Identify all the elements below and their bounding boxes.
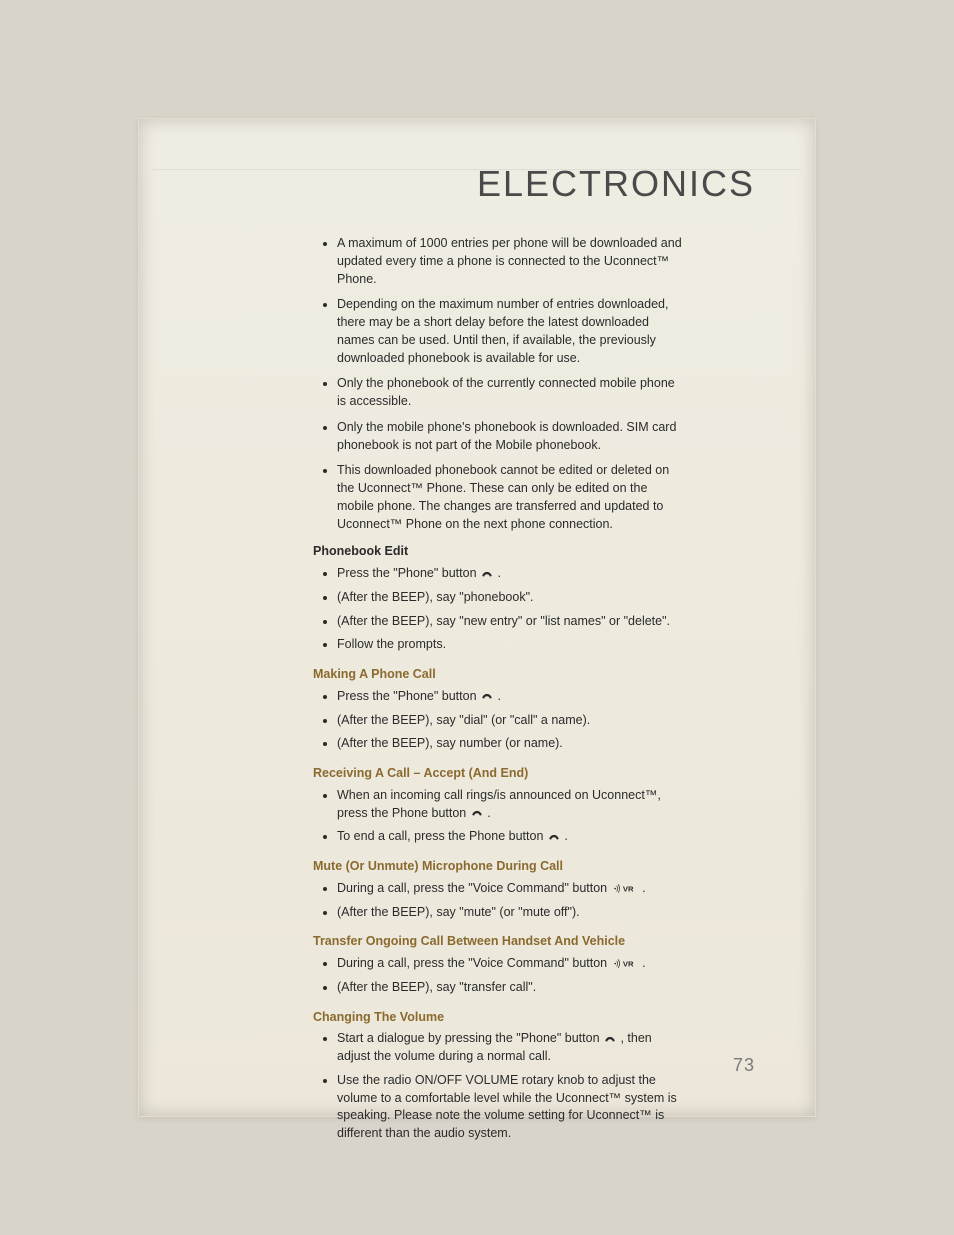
text-pre: Press the "Phone" button — [337, 689, 480, 703]
text-post: . — [564, 829, 567, 843]
list-item: Only the phonebook of the currently conn… — [337, 375, 685, 411]
list-item: During a call, press the "Voice Command"… — [337, 955, 685, 973]
list-item: Depending on the maximum number of entri… — [337, 296, 685, 367]
text-pre: Press the "Phone" button — [337, 566, 480, 580]
text-pre: To end a call, press the Phone button — [337, 829, 547, 843]
list-item: This downloaded phonebook cannot be edit… — [337, 462, 685, 533]
list-item: Press the "Phone" button . — [337, 688, 685, 706]
page-title: ELECTRONICS — [199, 163, 755, 205]
transfer-list: During a call, press the "Voice Command"… — [319, 955, 685, 997]
section-heading-transfer: Transfer Ongoing Call Between Handset An… — [313, 933, 685, 951]
phone-icon — [547, 829, 561, 839]
list-item: Follow the prompts. — [337, 636, 685, 654]
text-pre: Start a dialogue by pressing the "Phone"… — [337, 1031, 603, 1045]
text-post: . — [497, 566, 500, 580]
text-post: . — [497, 689, 500, 703]
page-number: 73 — [733, 1055, 755, 1076]
making-call-list: Press the "Phone" button . (After the BE… — [319, 688, 685, 753]
list-item: (After the BEEP), say number (or name). — [337, 735, 685, 753]
list-item: Use the radio ON/OFF VOLUME rotary knob … — [337, 1072, 685, 1143]
text-post: . — [642, 881, 645, 895]
text-pre: When an incoming call rings/is announced… — [337, 788, 661, 820]
text-post: . — [487, 806, 490, 820]
text-post: . — [642, 956, 645, 970]
voice-command-vr-icon: VR — [611, 957, 639, 969]
voice-command-vr-icon: VR — [611, 882, 639, 894]
mute-list: During a call, press the "Voice Command"… — [319, 880, 685, 922]
receiving-call-list: When an incoming call rings/is announced… — [319, 787, 685, 846]
phone-icon — [603, 1031, 617, 1041]
list-item: To end a call, press the Phone button . — [337, 828, 685, 846]
list-item: A maximum of 1000 entries per phone will… — [337, 235, 685, 288]
phone-icon — [480, 566, 494, 576]
list-item: (After the BEEP), say "dial" (or "call" … — [337, 712, 685, 730]
section-heading-mute: Mute (Or Unmute) Microphone During Call — [313, 858, 685, 876]
list-item: (After the BEEP), say "new entry" or "li… — [337, 613, 685, 631]
phonebook-edit-list: Press the "Phone" button . (After the BE… — [319, 565, 685, 654]
section-heading-phonebook-edit: Phonebook Edit — [313, 543, 685, 561]
svg-text:VR: VR — [622, 959, 633, 968]
list-item: (After the BEEP), say "mute" (or "mute o… — [337, 904, 685, 922]
section-heading-receiving-call: Receiving A Call – Accept (And End) — [313, 765, 685, 783]
document-viewport: ELECTRONICS A maximum of 1000 entries pe… — [0, 0, 954, 1235]
text-pre: During a call, press the "Voice Command"… — [337, 881, 611, 895]
section-heading-volume: Changing The Volume — [313, 1009, 685, 1027]
list-item: Only the mobile phone's phonebook is dow… — [337, 419, 685, 455]
text-pre: During a call, press the "Voice Command"… — [337, 956, 611, 970]
section-heading-making-call: Making A Phone Call — [313, 666, 685, 684]
list-item: When an incoming call rings/is announced… — [337, 787, 685, 823]
manual-page: ELECTRONICS A maximum of 1000 entries pe… — [138, 118, 816, 1117]
list-item: During a call, press the "Voice Command"… — [337, 880, 685, 898]
page-content: A maximum of 1000 entries per phone will… — [199, 235, 755, 1143]
volume-list: Start a dialogue by pressing the "Phone"… — [319, 1030, 685, 1143]
list-item: Start a dialogue by pressing the "Phone"… — [337, 1030, 685, 1066]
phone-icon — [470, 806, 484, 816]
list-item: Press the "Phone" button . — [337, 565, 685, 583]
intro-bullets: A maximum of 1000 entries per phone will… — [319, 235, 685, 533]
list-item: (After the BEEP), say "transfer call". — [337, 979, 685, 997]
phone-icon — [480, 689, 494, 699]
list-item: (After the BEEP), say "phonebook". — [337, 589, 685, 607]
svg-text:VR: VR — [622, 884, 633, 893]
